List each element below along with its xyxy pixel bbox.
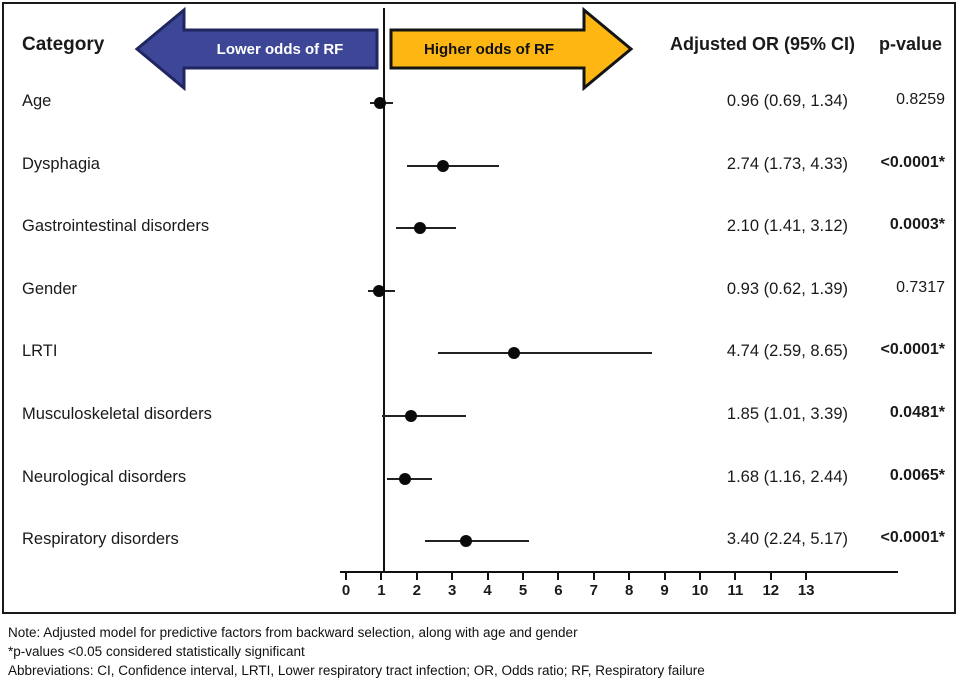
or-ci-value: 3.40 (2.24, 5.17) xyxy=(726,530,848,549)
footnote-abbreviations: Abbreviations: CI, Confidence interval, … xyxy=(8,663,705,678)
row-category-label: Gastrointestinal disorders xyxy=(22,217,210,236)
row-category-label: Respiratory disorders xyxy=(22,530,179,549)
higher-odds-arrow-label: Higher odds of RF xyxy=(424,41,554,58)
x-axis-tick-label: 6 xyxy=(554,582,563,599)
confidence-interval-whisker xyxy=(425,540,529,543)
odds-ratio-point xyxy=(373,97,386,109)
lower-odds-arrow-label: Lower odds of RF xyxy=(217,41,344,58)
x-axis-tick xyxy=(592,573,595,580)
x-axis-tick-label: 10 xyxy=(691,582,709,599)
p-value: 0.0065* xyxy=(889,466,945,484)
x-axis-tick xyxy=(451,573,454,580)
row-category-label: LRTI xyxy=(22,342,58,361)
x-axis-tick-label: 2 xyxy=(412,582,421,599)
or-ci-value: 2.74 (1.73, 4.33) xyxy=(726,154,848,173)
x-axis-tick-label: 12 xyxy=(762,582,780,599)
p-value: 0.7317 xyxy=(896,278,945,296)
or-ci-value: 1.68 (1.16, 2.44) xyxy=(726,467,848,486)
lower-odds-arrow-icon: Lower odds of RF xyxy=(134,7,379,91)
x-axis-tick-label: 11 xyxy=(727,582,744,599)
or-ci-value: 2.10 (1.41, 3.12) xyxy=(726,217,848,236)
footnote-note: Note: Adjusted model for predictive fact… xyxy=(8,625,578,640)
row-category-label: Dysphagia xyxy=(22,154,100,173)
footnote-significance: *p-values <0.05 considered statistically… xyxy=(8,644,305,659)
confidence-interval-whisker xyxy=(381,415,466,417)
or-ci-value: 1.85 (1.01, 3.39) xyxy=(726,405,848,423)
x-axis-tick-label: 5 xyxy=(518,582,528,599)
or-ci-value: 0.96 (0.69, 1.34) xyxy=(726,92,848,110)
odds-ratio-point xyxy=(414,222,427,235)
p-value: 0.8259 xyxy=(896,91,945,108)
chart-border-box xyxy=(2,2,956,614)
x-axis-tick xyxy=(345,573,347,580)
p-value: <0.0001* xyxy=(880,341,945,359)
x-axis-tick xyxy=(486,573,489,580)
x-axis-tick xyxy=(628,573,631,580)
p-value: 0.0481* xyxy=(889,404,945,421)
category-column-header: Category xyxy=(22,34,105,55)
x-axis-tick-label: 3 xyxy=(448,582,457,599)
odds-ratio-point xyxy=(460,535,473,548)
x-axis-tick-label: 0 xyxy=(341,582,351,599)
or-ci-value: 4.74 (2.59, 8.65) xyxy=(726,342,848,361)
higher-odds-arrow-shape xyxy=(389,7,634,91)
confidence-interval-whisker xyxy=(407,164,500,167)
p-value: <0.0001* xyxy=(880,153,945,171)
x-axis-tick-label: 4 xyxy=(483,582,492,599)
confidence-interval-whisker xyxy=(437,352,653,355)
x-axis-tick xyxy=(769,573,772,580)
x-axis-tick xyxy=(805,573,808,580)
x-axis-tick xyxy=(380,573,383,580)
odds-ratio-point xyxy=(507,347,520,360)
x-axis-tick xyxy=(734,573,737,580)
x-axis-tick xyxy=(557,573,560,580)
odds-ratio-point xyxy=(372,284,385,297)
p-value: 0.0003* xyxy=(889,216,945,234)
p-value: <0.0001* xyxy=(880,529,945,547)
x-axis-tick xyxy=(415,573,418,580)
x-axis-tick-label: 9 xyxy=(660,582,669,599)
x-axis-tick-label: 13 xyxy=(797,582,815,599)
footnotes: Note: Adjusted model for predictive fact… xyxy=(8,623,705,680)
row-category-label: Musculoskeletal disorders xyxy=(22,405,212,423)
odds-ratio-point xyxy=(399,472,412,485)
x-axis-tick-label: 8 xyxy=(625,582,634,599)
x-axis-tick xyxy=(663,573,666,580)
x-axis-tick xyxy=(522,573,524,580)
confidence-interval-whisker xyxy=(395,227,457,230)
x-axis-tick-label: 1 xyxy=(377,582,386,599)
row-category-label: Gender xyxy=(22,279,78,298)
p-value-column-header: p-value xyxy=(878,34,942,54)
or-ci-value: 0.93 (0.62, 1.39) xyxy=(726,279,848,298)
lower-odds-arrow-shape xyxy=(134,7,379,91)
higher-odds-arrow-icon: Higher odds of RF xyxy=(389,7,634,91)
x-axis-tick xyxy=(699,573,701,580)
x-axis-tick-label: 7 xyxy=(589,582,598,599)
row-category-label: Neurological disorders xyxy=(22,467,187,486)
or-ci-column-header: Adjusted OR (95% CI) xyxy=(669,34,855,54)
odds-ratio-point xyxy=(405,410,418,422)
odds-ratio-point xyxy=(436,159,449,172)
row-category-label: Age xyxy=(22,92,52,110)
x-axis-line xyxy=(340,571,898,573)
